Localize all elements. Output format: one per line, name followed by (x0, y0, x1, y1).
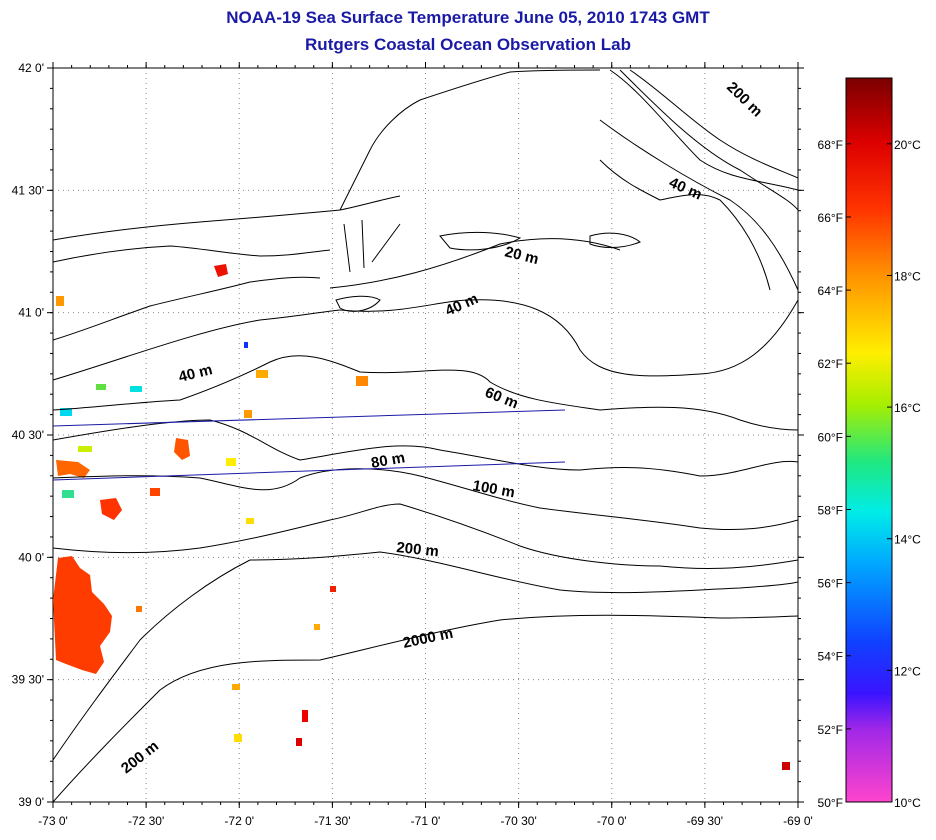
sst-patch-yellow-3 (246, 518, 254, 524)
colorbar (845, 77, 893, 803)
lon-tick-label: -73 0' (38, 814, 68, 828)
contour-shelf-edge-ne (619, 69, 798, 211)
map-gridlines (53, 68, 798, 802)
colorbar-ticks: 20°C 18°C 16°C 14°C 12°C 10°C 68°F 66°F 64°F 62°F… (818, 138, 922, 810)
sst-patch-red-1 (150, 488, 160, 496)
colorbar-fahrenheit-label: 50°F (818, 796, 843, 810)
narragansett-bay (343, 219, 401, 273)
contour-ne-2 (629, 69, 798, 179)
colorbar-fahrenheit-label: 66°F (818, 211, 843, 225)
lat-tick-label: 40 30' (12, 428, 44, 442)
long-island-north-shore (53, 245, 331, 263)
sst-data-pixels (53, 264, 790, 770)
map-layers: 20 m 40 m 40 m 40 m 60 m 80 m 100 m 200 … (53, 68, 798, 802)
contour-ne-1 (609, 69, 798, 191)
contour-nantucket-shoals (599, 119, 798, 291)
isobath-contours (53, 69, 798, 802)
sst-patch-orange-3 (356, 376, 368, 386)
lon-tick-label: -69 0' (783, 814, 813, 828)
connecticut-shore (53, 195, 401, 241)
contour-200m-mid (53, 503, 798, 569)
sst-patch-blue-1 (244, 342, 248, 348)
colorbar-celsius-label: 10°C (894, 796, 921, 810)
satellite-track-lines (53, 409, 566, 481)
colorbar-fahrenheit-label: 62°F (818, 357, 843, 371)
longitude-labels: -73 0' -72 30' -72 0' -71 30' -71 0' -70 30' -… (38, 814, 813, 828)
contour-80m (53, 419, 798, 477)
sst-patch-yellow-1 (78, 446, 92, 452)
sst-patch-orange-4 (136, 606, 142, 612)
sst-patch-orange-7 (314, 624, 320, 630)
sst-patch-red-4 (782, 762, 790, 770)
sst-patch-bay (214, 264, 228, 277)
sst-patch-red-3 (296, 738, 302, 746)
sst-patch-yellow-2 (226, 458, 236, 466)
sst-patch-southwest (53, 556, 112, 674)
sst-patch-west-2 (100, 498, 122, 520)
contour-40m-west (53, 309, 341, 381)
sst-patch-orange-5 (232, 684, 240, 690)
sst-patch-orange-2 (244, 410, 252, 418)
isobath-label-80m: 80 m (370, 449, 407, 472)
lon-tick-label: -72 0' (224, 814, 254, 828)
track-line-1 (53, 409, 566, 427)
colorbar-celsius-label: 12°C (894, 664, 921, 678)
contour-200m-shelf (53, 551, 798, 761)
sst-patch-west (56, 460, 90, 478)
lon-tick-label: -71 0' (411, 814, 441, 828)
colorbar-fahrenheit-label: 56°F (818, 577, 843, 591)
colorbar-fahrenheit-label: 54°F (818, 650, 843, 664)
sst-patch-red-2 (302, 710, 308, 722)
contour-60m (53, 355, 798, 431)
sst-patch-cyan-2 (130, 386, 142, 392)
colorbar-fahrenheit-label: 52°F (818, 723, 843, 737)
lon-tick-label: -70 0' (597, 814, 627, 828)
lat-tick-label: 39 0' (18, 795, 44, 809)
contour-40m-north (339, 299, 798, 377)
lon-tick-label: -69 30' (687, 814, 723, 828)
long-island-south-shore (53, 276, 321, 341)
latitude-labels: 39 0' 39 30' 40 0' 40 30' 41 0' 41 30' 42 0' (12, 61, 44, 809)
colorbar-celsius-label: 16°C (894, 401, 921, 415)
sst-patch-center-w (174, 438, 190, 460)
colorbar-celsius-label: 20°C (894, 138, 921, 152)
map-axis-ticks (47, 62, 804, 808)
sst-patch-orange-6 (56, 296, 64, 306)
lat-tick-label: 39 30' (12, 673, 44, 687)
contour-100m (53, 468, 798, 531)
colorbar-fahrenheit-label: 64°F (818, 284, 843, 298)
lat-tick-label: 41 0' (18, 306, 44, 320)
colorbar-celsius-label: 14°C (894, 533, 921, 547)
nantucket (589, 232, 641, 248)
sst-patch-red-5 (330, 586, 336, 592)
lat-tick-label: 40 0' (18, 550, 44, 564)
marthas-vineyard (439, 231, 522, 251)
coastline (53, 69, 771, 341)
colorbar-celsius-label: 18°C (894, 269, 921, 283)
colorbar-fahrenheit-label: 58°F (818, 503, 843, 517)
sst-patch-cyan-1 (60, 408, 72, 416)
isobath-label-200m-mid: 200 m (396, 539, 440, 560)
sst-patch-orange-1 (256, 370, 268, 378)
colorbar-fahrenheit-label: 68°F (818, 138, 843, 152)
lon-tick-label: -72 30' (128, 814, 164, 828)
sst-patch-green-1 (96, 384, 106, 390)
map-title: NOAA-19 Sea Surface Temperature June 05,… (226, 8, 710, 27)
sst-patch-yellow-4 (234, 734, 242, 742)
track-line-2 (53, 461, 566, 481)
map-subtitle: Rutgers Coastal Ocean Observation Lab (305, 35, 631, 54)
lon-tick-label: -70 30' (500, 814, 536, 828)
rhode-island-mass-shore (339, 69, 601, 211)
colorbar-fahrenheit-label: 60°F (818, 430, 843, 444)
cape-cod (599, 159, 771, 291)
contour-20m (329, 238, 621, 289)
sst-patch-green-2 (62, 490, 74, 498)
block-island (335, 295, 381, 312)
lat-tick-label: 42 0' (18, 61, 44, 75)
contour-2000m (53, 614, 798, 802)
lat-tick-label: 41 30' (12, 183, 44, 197)
lon-tick-label: -71 30' (314, 814, 350, 828)
